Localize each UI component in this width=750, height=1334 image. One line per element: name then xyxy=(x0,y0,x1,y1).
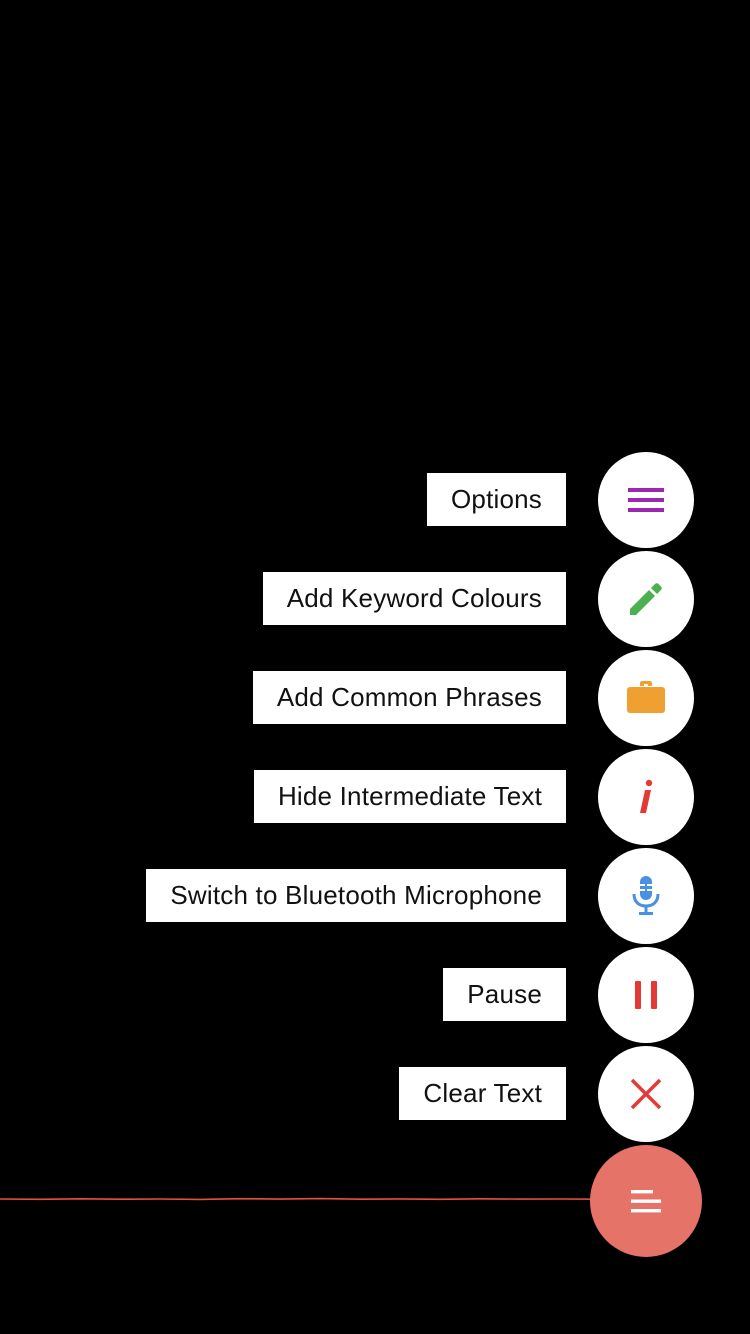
options-button[interactable] xyxy=(598,452,694,548)
clear-text-label[interactable]: Clear Text xyxy=(399,1067,566,1120)
switch-bluetooth-microphone-button[interactable] xyxy=(598,848,694,944)
menu-lines-icon xyxy=(628,488,664,512)
fab-row-common-phrases: Add Common Phrases xyxy=(0,650,694,746)
add-keyword-colours-label[interactable]: Add Keyword Colours xyxy=(262,572,566,625)
add-common-phrases-label[interactable]: Add Common Phrases xyxy=(252,671,566,724)
fab-row-clear-text: Clear Text xyxy=(0,1046,694,1142)
fab-row-keyword-colours: Add Keyword Colours xyxy=(0,551,694,647)
fab-row-options: Options xyxy=(0,452,694,548)
options-label[interactable]: Options xyxy=(426,473,566,526)
microphone-icon xyxy=(632,876,660,915)
add-common-phrases-button[interactable] xyxy=(598,650,694,746)
hide-intermediate-text-label[interactable]: Hide Intermediate Text xyxy=(253,770,566,823)
menu-close-icon xyxy=(631,1190,661,1213)
clear-text-button[interactable] xyxy=(598,1046,694,1142)
pause-label[interactable]: Pause xyxy=(443,968,566,1021)
fab-row-hide-intermediate: Hide Intermediate Text xyxy=(0,749,694,845)
briefcase-icon xyxy=(627,681,665,713)
main-menu-fab[interactable] xyxy=(590,1145,702,1257)
switch-bluetooth-microphone-label[interactable]: Switch to Bluetooth Microphone xyxy=(146,869,566,922)
fab-row-pause: Pause xyxy=(0,947,694,1043)
pencil-icon xyxy=(630,583,662,615)
fab-row-bluetooth-mic: Switch to Bluetooth Microphone xyxy=(0,848,694,944)
add-keyword-colours-button[interactable] xyxy=(598,551,694,647)
audio-waveform-line xyxy=(0,1197,600,1201)
hide-intermediate-text-button[interactable] xyxy=(598,749,694,845)
pause-button[interactable] xyxy=(598,947,694,1043)
italic-i-icon xyxy=(640,779,653,813)
pause-icon xyxy=(635,981,657,1009)
close-icon xyxy=(630,1078,662,1110)
